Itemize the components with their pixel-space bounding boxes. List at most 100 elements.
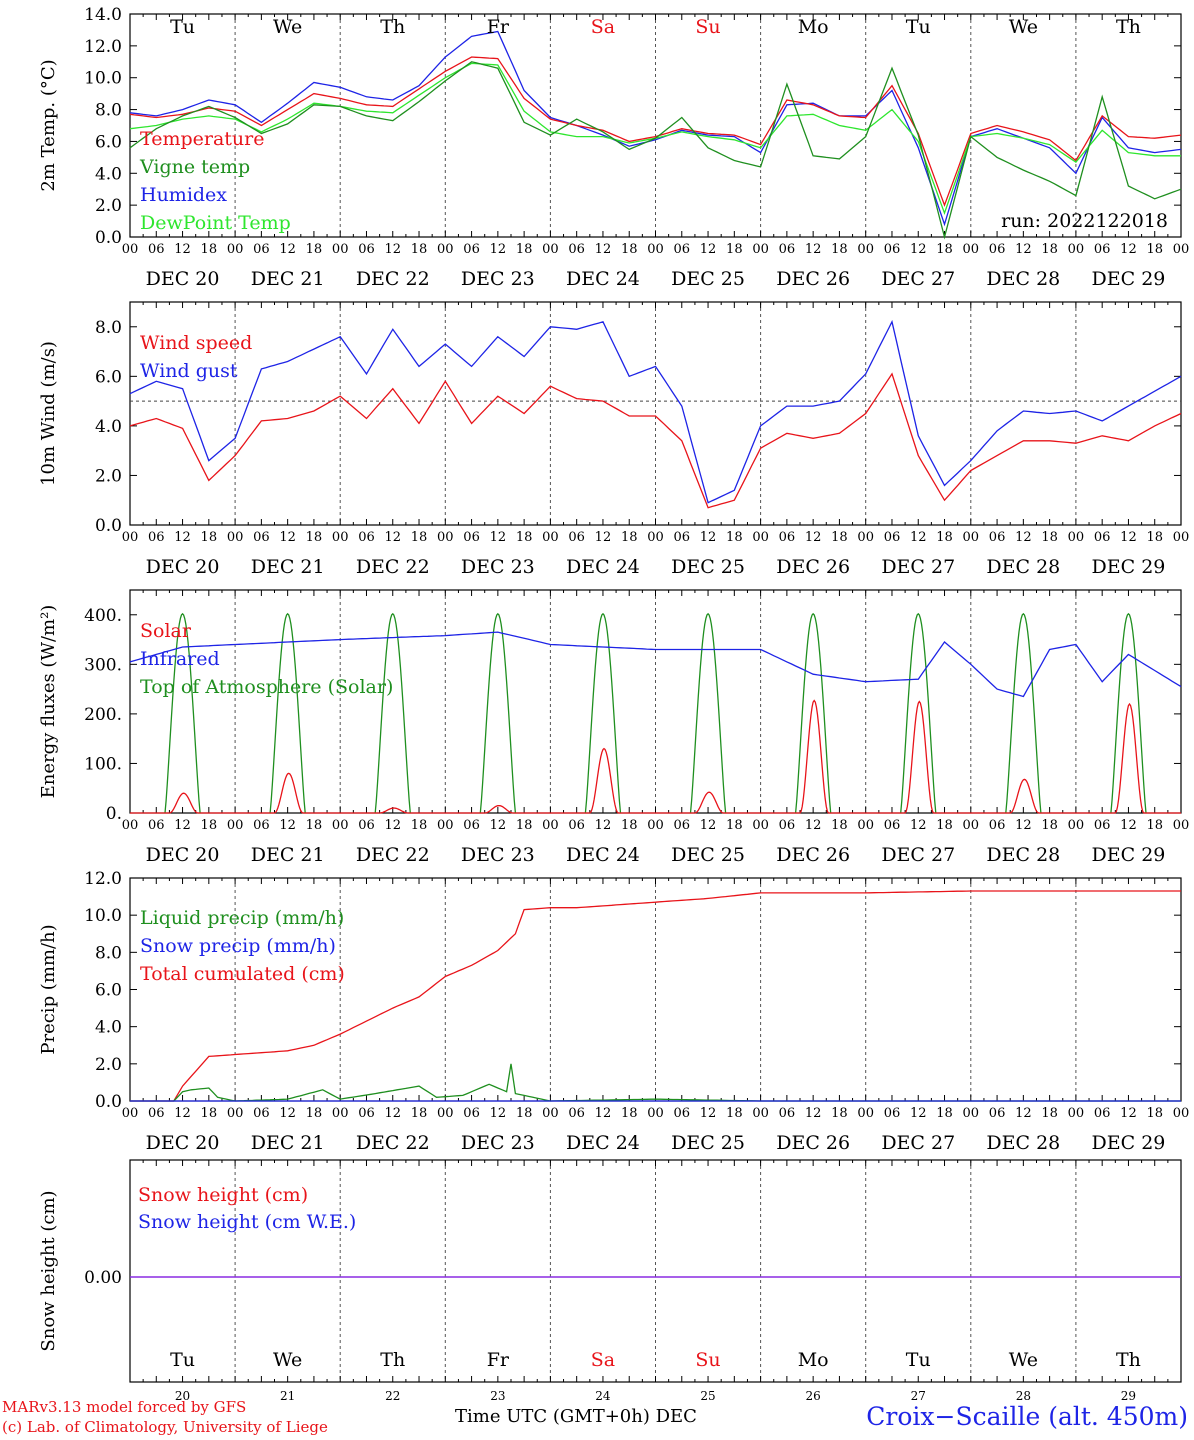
hour-tick-label: 06	[568, 818, 585, 833]
hour-tick-label: 00	[857, 818, 874, 833]
date-label: DEC 22	[356, 1132, 430, 1154]
hour-tick-label: 18	[201, 530, 218, 545]
y-tick-label: 200.	[84, 705, 122, 725]
date-label: DEC 20	[146, 268, 220, 290]
hour-tick-label: 06	[884, 242, 901, 257]
hour-tick-label: 12	[595, 1106, 612, 1121]
y-tick-label: 8.0	[95, 318, 122, 338]
hour-tick-label: 12	[1015, 530, 1032, 545]
weekday-label: Sa	[591, 16, 615, 38]
hour-tick-label: 18	[516, 1106, 533, 1121]
weekday-label: Th	[1116, 16, 1141, 38]
hour-tick-label: 00	[963, 818, 980, 833]
date-label: DEC 28	[986, 556, 1060, 578]
y-tick-label: 0.0	[95, 1092, 122, 1112]
legend-entry: Snow height (cm W.E.)	[138, 1211, 356, 1233]
weekday-label: Th	[380, 1349, 405, 1371]
hour-tick-label: 18	[201, 1106, 218, 1121]
hour-tick-label: 00	[1173, 242, 1190, 257]
hour-tick-label: 06	[779, 818, 796, 833]
hour-tick-label: 12	[805, 818, 822, 833]
date-label: DEC 28	[986, 268, 1060, 290]
y-tick-label: 12.0	[84, 37, 122, 57]
hour-tick-label: 12	[910, 242, 927, 257]
y-tick-label: 6.0	[95, 132, 122, 152]
y-tick-label: 100.	[84, 754, 122, 774]
day-number: 23	[490, 1389, 505, 1403]
y-axis-label-2: 10m Wind (m/s)	[38, 341, 59, 486]
weekday-label: Th	[380, 16, 405, 38]
date-label: DEC 25	[671, 1132, 745, 1154]
date-label: DEC 24	[566, 556, 640, 578]
hour-tick-label: 18	[1146, 1106, 1163, 1121]
y-tick-label: 4.0	[95, 1018, 122, 1038]
hour-tick-label: 18	[621, 1106, 638, 1121]
hour-tick-label: 12	[700, 530, 717, 545]
y-tick-label: 10.0	[84, 69, 122, 89]
hour-tick-label: 12	[174, 1106, 191, 1121]
hour-tick-label: 06	[884, 1106, 901, 1121]
hour-tick-label: 12	[279, 242, 296, 257]
hour-tick-label: 18	[936, 1106, 953, 1121]
legend-entry: Temperature	[140, 128, 264, 150]
hour-tick-label: 12	[279, 818, 296, 833]
y-tick-label: 0.00	[84, 1268, 122, 1288]
legend-entry: Snow precip (mm/h)	[140, 935, 336, 957]
weekday-label: Su	[695, 16, 720, 38]
hour-tick-label: 12	[1120, 242, 1137, 257]
hour-tick-label: 18	[411, 530, 428, 545]
weekday-label: Mo	[798, 16, 829, 38]
hour-tick-label: 06	[253, 818, 270, 833]
hour-tick-label: 00	[332, 530, 349, 545]
hour-tick-label: 12	[595, 242, 612, 257]
weekday-label: Tu	[170, 16, 195, 38]
hour-tick-label: 12	[1015, 818, 1032, 833]
y-tick-label: 2.0	[95, 466, 122, 486]
date-label: DEC 25	[671, 268, 745, 290]
hour-tick-label: 00	[857, 530, 874, 545]
hour-tick-label: 18	[831, 530, 848, 545]
run-label: run: 2022122018	[1001, 210, 1168, 232]
panel-frame-5	[129, 1159, 1182, 1383]
hour-tick-label: 18	[1146, 242, 1163, 257]
hour-tick-label: 06	[674, 530, 691, 545]
hour-tick-label: 12	[1120, 530, 1137, 545]
toa-solar-day	[1005, 612, 1042, 814]
date-label: DEC 29	[1092, 556, 1166, 578]
station-name: Croix−Scaille (alt. 450m)	[866, 1402, 1188, 1431]
hour-tick-label: 06	[463, 530, 480, 545]
y-tick-label: 8.0	[95, 943, 122, 963]
hour-tick-label: 18	[306, 242, 323, 257]
hour-tick-label: 00	[857, 1106, 874, 1121]
date-label: DEC 22	[356, 268, 430, 290]
weekday-label: Fr	[487, 1349, 510, 1371]
toa-solar-day	[584, 612, 622, 814]
hour-tick-label: 06	[148, 818, 165, 833]
hour-tick-label: 18	[516, 818, 533, 833]
y-tick-label: 400.	[84, 606, 122, 626]
y-tick-label: 2.0	[95, 1055, 122, 1075]
y-tick-label: 6.0	[95, 367, 122, 387]
weekday-label: We	[273, 1349, 302, 1371]
hour-tick-label: 00	[1068, 818, 1085, 833]
hour-tick-label: 06	[884, 530, 901, 545]
hour-tick-label: 06	[779, 242, 796, 257]
date-label: DEC 20	[146, 556, 220, 578]
hour-tick-label: 00	[647, 818, 664, 833]
hour-tick-label: 00	[752, 818, 769, 833]
hour-tick-label: 12	[490, 242, 507, 257]
toa-solar-day	[374, 612, 411, 814]
legend-entry: Solar	[140, 620, 192, 642]
date-label: DEC 21	[251, 844, 325, 866]
hour-tick-label: 00	[122, 530, 139, 545]
hour-tick-label: 06	[463, 242, 480, 257]
hour-tick-label: 18	[1146, 818, 1163, 833]
series-solar	[130, 699, 1181, 814]
hour-tick-label: 00	[332, 818, 349, 833]
weekday-label: Tu	[170, 1349, 195, 1371]
hour-tick-label: 06	[148, 242, 165, 257]
weekday-label: Fr	[487, 16, 510, 38]
series-wind-speed	[129, 372, 1182, 509]
hour-tick-label: 00	[1173, 530, 1190, 545]
hour-tick-label: 18	[201, 242, 218, 257]
